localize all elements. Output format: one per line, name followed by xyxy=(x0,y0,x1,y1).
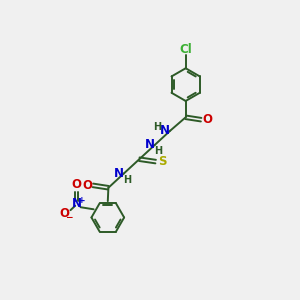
Text: H: H xyxy=(153,122,161,132)
Text: O: O xyxy=(59,207,69,220)
Text: O: O xyxy=(72,178,82,191)
Text: −: − xyxy=(65,213,73,222)
Text: H: H xyxy=(123,175,131,185)
Text: N: N xyxy=(144,138,154,152)
Text: S: S xyxy=(158,155,167,168)
Text: O: O xyxy=(82,179,92,192)
Text: +: + xyxy=(78,196,85,205)
Text: Cl: Cl xyxy=(179,43,192,56)
Text: N: N xyxy=(113,167,124,180)
Text: N: N xyxy=(160,124,170,137)
Text: N: N xyxy=(72,197,82,210)
Text: H: H xyxy=(154,146,162,157)
Text: O: O xyxy=(202,113,212,126)
